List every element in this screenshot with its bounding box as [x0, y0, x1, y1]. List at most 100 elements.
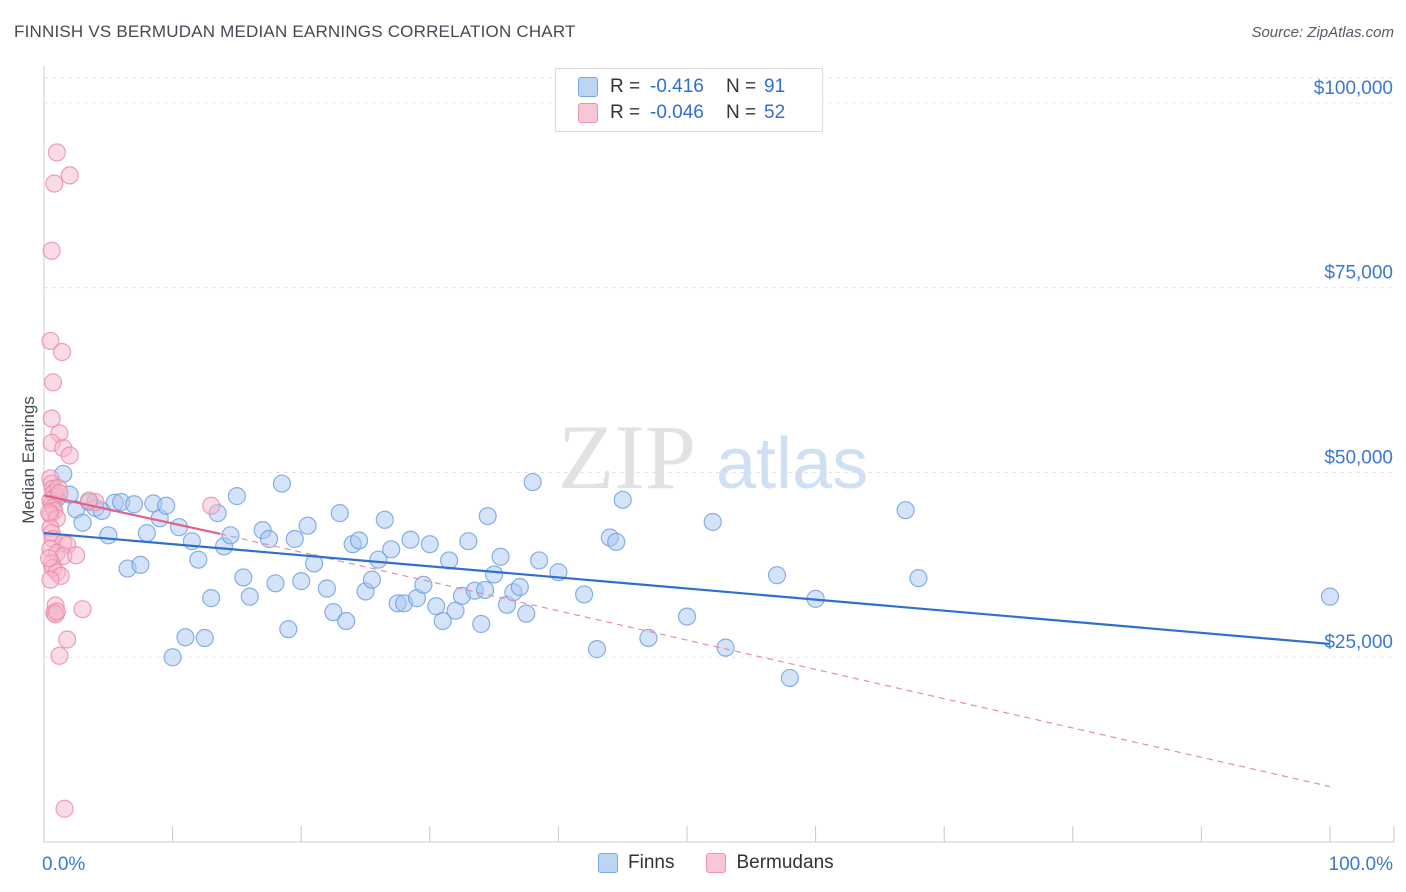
data-point-bermudans [41, 570, 60, 589]
data-point-finns [73, 513, 92, 532]
legend-n-value: 91 [764, 76, 786, 97]
y-tick-label: $50,000 [1324, 447, 1393, 468]
data-point-bermudans [60, 446, 79, 465]
y-tick-label: $100,000 [1314, 78, 1393, 99]
data-point-bermudans [47, 143, 66, 162]
data-point-finns [259, 529, 279, 549]
legend-swatch-bermudans [578, 103, 598, 123]
data-point-bermudans [202, 496, 221, 515]
data-point-finns [349, 531, 369, 550]
data-point-finns [137, 523, 156, 543]
data-point-finns [285, 529, 304, 549]
data-point-finns [279, 620, 298, 639]
data-point-bermudans [52, 342, 72, 362]
data-point-finns [272, 474, 292, 493]
y-tick-label: $25,000 [1324, 632, 1393, 653]
data-point-finns [401, 530, 420, 549]
data-point-finns [439, 551, 459, 570]
data-point-finns [607, 532, 626, 552]
data-point-finns [703, 512, 722, 532]
x-tick-label-min: 0.0% [42, 854, 85, 875]
data-point-bermudans [58, 630, 77, 649]
data-point-finns [266, 574, 285, 593]
data-point-finns [227, 487, 246, 506]
data-points [40, 143, 1340, 818]
data-point-finns [304, 554, 324, 573]
correlation-legend: R = -0.416 N = 91 R = -0.046 N = 52 [555, 68, 823, 132]
series-legend: Finns Bermudans [598, 852, 866, 874]
data-point-finns [767, 566, 787, 585]
data-point-bermudans [67, 546, 86, 565]
legend-r-value: -0.046 [650, 102, 704, 123]
series-label-finns: Finns [628, 852, 675, 873]
data-point-finns [382, 540, 401, 559]
data-point-finns [523, 472, 542, 492]
data-point-finns [510, 577, 529, 597]
data-point-finns [195, 628, 214, 648]
data-point-bermudans [55, 799, 74, 818]
data-point-bermudans [40, 549, 59, 568]
legend-r-label: R = [610, 76, 641, 97]
data-point-finns [780, 668, 799, 688]
trend-line-bermudans-extended [220, 533, 1331, 788]
data-point-finns [317, 579, 337, 598]
data-point-finns [189, 550, 208, 569]
data-point-finns [362, 570, 382, 589]
data-point-finns [491, 547, 510, 566]
data-point-finns [716, 638, 735, 657]
data-point-finns [298, 516, 317, 535]
data-point-bermudans [42, 409, 61, 428]
data-point-bermudans [47, 602, 66, 621]
data-point-bermudans [42, 241, 61, 260]
data-point-finns [240, 587, 259, 606]
series-swatch-finns [598, 853, 618, 873]
watermark: ZIP atlas [558, 406, 868, 508]
data-point-finns [124, 495, 144, 514]
data-point-finns [292, 572, 311, 591]
data-point-finns [433, 611, 452, 631]
legend-n-label: N = [726, 102, 757, 123]
data-point-finns [176, 628, 195, 647]
data-point-finns [369, 550, 388, 569]
data-point-finns [575, 585, 594, 604]
data-point-finns [157, 496, 176, 515]
trend-line-finns [43, 531, 1331, 646]
data-point-bermudans [73, 600, 92, 619]
data-point-finns [472, 614, 491, 634]
data-point-bermudans [45, 174, 64, 193]
data-point-bermudans [50, 646, 69, 665]
x-tick-label-max: 100.0% [1329, 854, 1394, 875]
data-point-finns [221, 526, 240, 545]
data-point-bermudans [43, 373, 63, 392]
data-point-finns [909, 569, 928, 588]
data-point-finns [677, 607, 697, 626]
data-point-finns [459, 532, 478, 551]
data-point-finns [587, 640, 607, 659]
legend-n-label: N = [726, 76, 757, 97]
series-swatch-bermudans [706, 853, 727, 873]
source-label: Source: ZipAtlas.com [1251, 24, 1394, 41]
data-point-finns [131, 555, 150, 574]
series-legend-bermudans: Bermudans [706, 852, 834, 874]
tick-labels: $25,000 $50,000 $75,000 $100,000 0.0% 100.0% [42, 78, 1393, 875]
data-point-finns [324, 603, 343, 622]
data-point-finns [896, 501, 915, 520]
data-point-finns [530, 551, 549, 570]
data-point-finns [475, 580, 495, 600]
series-legend-finns: Finns [598, 852, 674, 874]
legend-n-value: 52 [764, 102, 786, 123]
data-point-finns [99, 526, 118, 545]
trend-line-bermudans [43, 494, 221, 535]
y-tick-label: $75,000 [1324, 263, 1393, 284]
data-point-finns [375, 510, 394, 529]
data-point-finns [613, 490, 632, 509]
watermark-atlas: atlas [716, 424, 868, 504]
data-point-finns [1320, 587, 1340, 606]
data-point-bermudans [60, 166, 79, 185]
data-point-finns [337, 611, 356, 631]
series-label-bermudans: Bermudans [736, 852, 834, 873]
data-point-finns [202, 589, 221, 608]
legend-r-value: -0.416 [650, 76, 704, 97]
legend-row-finns: R = -0.416 N = 91 [578, 74, 785, 100]
